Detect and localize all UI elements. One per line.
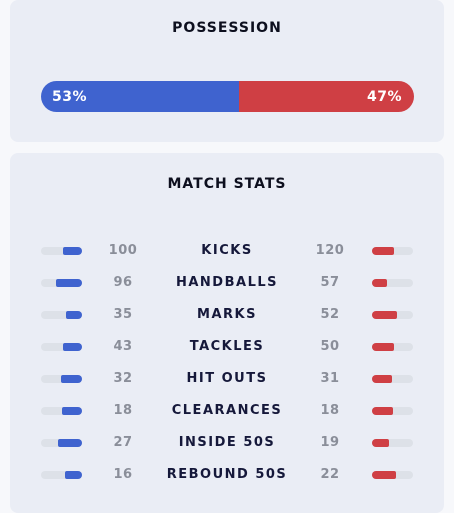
home-stat-value: 96 [113, 275, 133, 290]
home-stat-bar [41, 407, 82, 415]
stat-label: MARKS [197, 307, 257, 322]
home-stat-bar [41, 247, 82, 255]
home-stat-value: 16 [113, 467, 133, 482]
home-stat-bar-fill [63, 343, 82, 351]
stat-row: 43 TACKLES 50 [10, 337, 444, 357]
away-stat-bar [372, 375, 413, 383]
away-stat-bar [372, 247, 413, 255]
away-stat-value: 57 [320, 275, 340, 290]
away-stat-value: 120 [315, 243, 345, 258]
stat-label: REBOUND 50S [166, 467, 288, 482]
away-stat-bar [372, 407, 413, 415]
home-stat-bar-fill [57, 439, 82, 447]
possession-away-segment: 47% [238, 81, 414, 112]
stat-label: HANDBALLS [175, 275, 278, 290]
stat-label: KICKS [201, 243, 253, 258]
home-stat-bar-fill [61, 407, 82, 415]
possession-bar: 53% 47% [41, 81, 414, 112]
away-stat-bar-fill [372, 279, 388, 287]
away-stat-bar-fill [372, 343, 395, 351]
stat-label: HIT OUTS [186, 371, 268, 386]
away-stat-bar-fill [372, 375, 393, 383]
away-stat-value: 31 [320, 371, 340, 386]
match-stats-card: MATCH STATS 100 KICKS 120 96 HANDBALLS 57 35 MA… [10, 153, 444, 513]
stat-row: 27 INSIDE 50S 19 [10, 433, 444, 453]
stat-row: 16 REBOUND 50S 22 [10, 465, 444, 485]
stat-row: 32 HIT OUTS 31 [10, 369, 444, 389]
away-stat-bar [372, 279, 413, 287]
away-stat-value: 52 [320, 307, 340, 322]
stat-label: CLEARANCES [171, 403, 283, 418]
away-stat-bar [372, 343, 413, 351]
possession-away-value: 47% [366, 88, 402, 105]
home-stat-value: 32 [113, 371, 133, 386]
match-stats-title: MATCH STATS [167, 176, 287, 192]
stat-row: 100 KICKS 120 [10, 241, 444, 261]
stat-label: TACKLES [189, 339, 265, 354]
home-stat-bar-fill [56, 279, 82, 287]
away-stat-value: 22 [320, 467, 340, 482]
away-stat-value: 19 [320, 435, 340, 450]
away-stat-bar-fill [372, 311, 397, 319]
away-stat-bar [372, 471, 413, 479]
away-stat-value: 18 [320, 403, 340, 418]
possession-title: POSSESSION [172, 20, 282, 36]
away-stat-bar-fill [372, 407, 393, 415]
away-stat-bar-fill [372, 471, 396, 479]
home-stat-bar [41, 311, 82, 319]
home-stat-bar [41, 375, 82, 383]
away-stat-value: 50 [320, 339, 340, 354]
home-stat-value: 43 [113, 339, 133, 354]
stat-row: 96 HANDBALLS 57 [10, 273, 444, 293]
home-stat-value: 100 [108, 243, 138, 258]
stat-row: 35 MARKS 52 [10, 305, 444, 325]
home-stat-bar [41, 471, 82, 479]
away-stat-bar [372, 439, 413, 447]
home-stat-bar [41, 439, 82, 447]
home-stat-bar-fill [65, 311, 82, 319]
home-stat-value: 18 [113, 403, 133, 418]
home-stat-bar [41, 343, 82, 351]
home-stat-bar-fill [64, 471, 82, 479]
away-stat-bar-fill [372, 439, 389, 447]
home-stat-value: 27 [113, 435, 133, 450]
away-stat-bar [372, 311, 413, 319]
home-stat-bar [41, 279, 82, 287]
possession-home-segment: 53% [41, 81, 239, 112]
stat-label: INSIDE 50S [178, 435, 276, 450]
home-stat-value: 35 [113, 307, 133, 322]
stat-row: 18 CLEARANCES 18 [10, 401, 444, 421]
possession-card: POSSESSION 53% 47% [10, 0, 444, 142]
home-stat-bar-fill [61, 375, 82, 383]
away-stat-bar-fill [372, 247, 395, 255]
possession-home-value: 53% [52, 88, 88, 105]
home-stat-bar-fill [63, 247, 82, 255]
